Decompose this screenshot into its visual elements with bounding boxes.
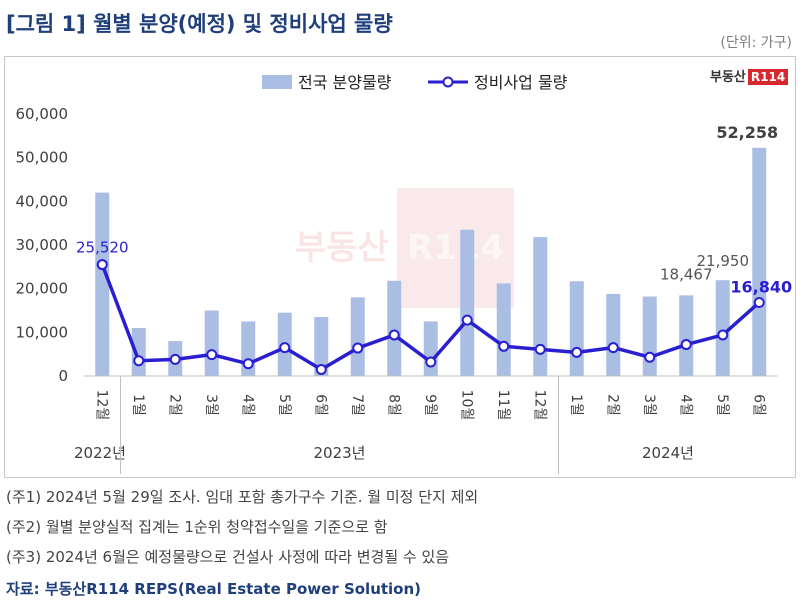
y-tick-label: 30,000: [16, 236, 69, 254]
bar: [642, 296, 657, 376]
data-label: 52,258: [716, 123, 778, 142]
line-point: [607, 342, 619, 354]
unit-label: (단위: 가구): [720, 35, 792, 51]
line-point: [242, 358, 254, 370]
bar: [204, 310, 219, 376]
x-tick-label: 1월: [568, 394, 584, 416]
x-tick-label: 3월: [641, 394, 657, 416]
x-tick-label: 12월: [531, 390, 547, 421]
line-point: [461, 314, 473, 326]
note-1: (주1) 2024년 5월 29일 조사. 임대 포함 총가구수 기준. 월 미…: [6, 488, 479, 506]
chart-svg: 0 10,000 20,000 30,000 40,000 50,000 60,000 12월…: [16, 73, 792, 474]
x-tick-label: 2월: [166, 394, 182, 416]
line-point: [96, 259, 108, 271]
y-tick-label: 0: [58, 367, 68, 385]
line-point: [498, 340, 510, 352]
x-tick-label: 7월: [349, 394, 365, 416]
bar: [679, 295, 694, 376]
x-tick-label: 10월: [458, 390, 474, 421]
line-point: [680, 339, 692, 351]
line-point: [388, 329, 400, 341]
chart-frame: [4, 56, 796, 478]
bar: [314, 317, 329, 376]
y-tick-label: 60,000: [16, 105, 69, 123]
data-label: 21,950: [697, 252, 750, 270]
x-group-label: 2022년: [74, 444, 126, 462]
bar: [569, 281, 584, 376]
y-tick-label: 20,000: [16, 280, 69, 298]
line-point: [753, 296, 765, 308]
x-tick-label: 4월: [239, 394, 255, 416]
line-point: [279, 342, 291, 354]
x-tick-label: 5월: [714, 394, 730, 416]
source-label: 자료: 부동산R114 REPS(Real Estate Power Solut…: [6, 580, 422, 598]
legend-label-bars: 전국 분양물량: [298, 73, 392, 92]
legend-marker-line: [442, 76, 454, 88]
y-tick-label: 40,000: [16, 192, 69, 210]
line-point: [133, 355, 145, 367]
bar: [533, 237, 548, 376]
bar: [460, 229, 475, 376]
note-2: (주2) 월별 분양실적 집계는 1순위 청약접수일을 기준으로 함: [6, 518, 388, 536]
bar: [496, 283, 511, 376]
page-title: [그림 1] 월별 분양(예정) 및 정비사업 물량: [6, 12, 393, 36]
logo-badge: R114: [747, 69, 789, 85]
line-point: [644, 351, 656, 363]
watermark: 부동산 R114: [295, 188, 514, 308]
data-label: 16,840: [730, 277, 792, 296]
bar: [423, 321, 438, 376]
bar: [350, 297, 365, 376]
x-group-label: 2024년: [642, 444, 694, 462]
brand-logo: 부동산 R114: [710, 66, 789, 85]
bar: [387, 280, 402, 376]
watermark-text: 부동산: [295, 228, 389, 268]
x-tick-label: 9월: [422, 394, 438, 416]
line-point: [534, 343, 546, 355]
line-point: [169, 353, 181, 365]
legend-swatch-bars: [262, 75, 292, 89]
watermark-badge: R114: [396, 188, 514, 308]
bar: [715, 280, 730, 376]
x-tick-label: 11월: [495, 390, 511, 421]
x-tick-label: 1월: [130, 394, 146, 416]
x-tick-label: 8월: [385, 394, 401, 416]
bar: [95, 192, 110, 376]
line-point: [352, 342, 364, 354]
data-label: 18,467: [660, 265, 713, 283]
x-tick-label: 3월: [203, 394, 219, 416]
logo-text: 부동산: [710, 70, 746, 85]
line-point: [206, 349, 218, 361]
line-point: [571, 346, 583, 358]
x-tick-label: 6월: [750, 394, 766, 416]
line-point: [425, 356, 437, 368]
x-tick-label: 4월: [677, 394, 693, 416]
x-tick-label: 2월: [604, 394, 620, 416]
data-label: 25,520: [76, 239, 129, 257]
y-tick-label: 50,000: [16, 149, 69, 167]
x-tick-label: 12월: [93, 390, 109, 421]
legend-label-line: 정비사업 물량: [474, 73, 568, 92]
line-point: [315, 363, 327, 375]
x-tick-label: 5월: [276, 394, 292, 416]
bar: [752, 147, 767, 376]
note-3: (주3) 2024년 6월은 예정물량으로 건설사 사정에 따라 변경될 수 있…: [6, 548, 450, 566]
x-tick-label: 6월: [312, 394, 328, 416]
line-point: [717, 329, 729, 341]
y-tick-label: 10,000: [16, 323, 69, 341]
bar: [606, 293, 621, 376]
x-group-label: 2023년: [314, 444, 366, 462]
